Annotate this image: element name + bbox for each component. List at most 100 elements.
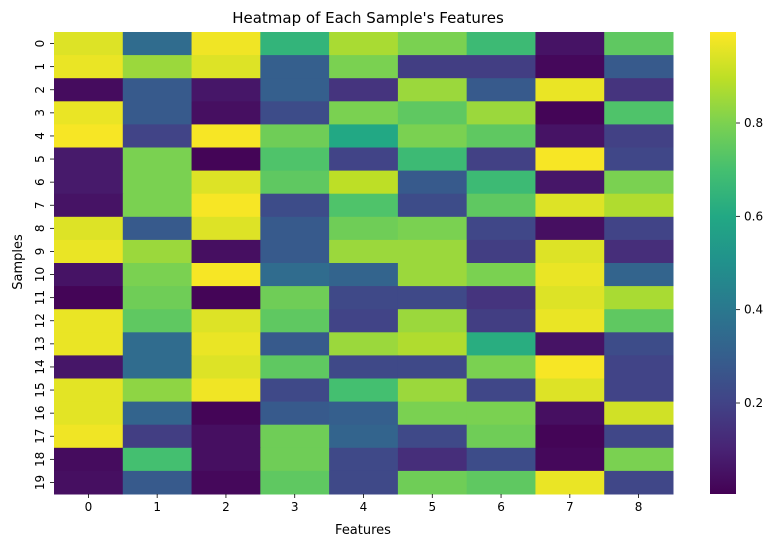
heatmap-cell — [122, 124, 193, 148]
heatmap-cell — [122, 286, 193, 310]
heatmap-cell — [604, 401, 674, 426]
heatmap-cell — [260, 55, 330, 79]
heatmap-cell — [260, 424, 330, 449]
heatmap-cell — [604, 355, 674, 379]
heatmap-cell — [260, 309, 330, 333]
heatmap-cell — [191, 239, 261, 264]
heatmap-cell — [535, 424, 605, 449]
heatmap-cell — [397, 101, 468, 125]
heatmap-cell — [191, 401, 261, 426]
heatmap-cell — [466, 147, 536, 172]
heatmap-cell — [122, 332, 193, 356]
heatmap-cell — [397, 470, 468, 495]
heatmap-cell — [329, 78, 399, 102]
heatmap-cell — [604, 424, 674, 449]
heatmap-cell — [329, 101, 399, 125]
heatmap-cell — [122, 263, 193, 287]
heatmap-cell — [397, 263, 468, 287]
heatmap-cell — [191, 263, 261, 287]
y-tick-label: 19 — [33, 475, 47, 490]
heatmap-cell — [122, 424, 193, 449]
heatmap-cell — [604, 32, 674, 56]
heatmap-cell — [466, 193, 536, 218]
heatmap-cell — [466, 124, 536, 148]
heatmap-cell — [329, 32, 399, 56]
heatmap-cell — [466, 216, 536, 241]
heatmap-cell — [54, 239, 124, 264]
heatmap-cell — [122, 378, 193, 403]
heatmap-cell — [397, 424, 468, 449]
heatmap-cell — [397, 32, 468, 56]
y-tick-label: 14 — [33, 359, 47, 374]
x-tick-label: 3 — [291, 500, 299, 514]
x-tick-label: 2 — [222, 500, 230, 514]
heatmap-cell — [466, 170, 536, 195]
heatmap-cell — [604, 147, 674, 172]
heatmap-cell — [122, 239, 193, 264]
heatmap-cell — [260, 447, 330, 472]
heatmap-cell — [535, 286, 605, 310]
heatmap-cell — [122, 216, 193, 241]
heatmap-cell — [54, 170, 124, 195]
heatmap-cell — [397, 332, 468, 356]
heatmap-cell — [329, 401, 399, 426]
heatmap-cell — [260, 332, 330, 356]
heatmap-cell — [604, 263, 674, 287]
x-tick-label: 5 — [428, 500, 436, 514]
heatmap-cell — [466, 355, 536, 379]
heatmap-cell — [191, 170, 261, 195]
heatmap-cell — [604, 286, 674, 310]
heatmap-cell — [604, 124, 674, 148]
heatmap-cell — [122, 32, 193, 56]
heatmap-cell — [122, 170, 193, 195]
heatmap-cell — [535, 193, 605, 218]
heatmap-cell — [122, 78, 193, 102]
heatmap-cell — [191, 309, 261, 333]
heatmap-cell — [535, 309, 605, 333]
heatmap-cell — [397, 193, 468, 218]
heatmap-cell — [397, 78, 468, 102]
heatmap-cell — [260, 78, 330, 102]
heatmap-cell — [466, 32, 536, 56]
heatmap-cell — [54, 216, 124, 241]
heatmap-cell — [329, 216, 399, 241]
heatmap-cell — [329, 55, 399, 79]
heatmap-cell — [260, 216, 330, 241]
x-tick-label: 0 — [85, 500, 93, 514]
y-axis-label: Samples — [11, 234, 26, 290]
heatmap-cell — [122, 55, 193, 79]
heatmap-cell — [329, 424, 399, 449]
heatmap-cell — [260, 286, 330, 310]
heatmap-cell — [260, 470, 330, 495]
heatmap-cell — [260, 124, 330, 148]
heatmap-cell — [397, 170, 468, 195]
heatmap-cell — [604, 309, 674, 333]
heatmap-cell — [122, 193, 193, 218]
heatmap-cell — [191, 193, 261, 218]
x-tick-label: 6 — [497, 500, 505, 514]
heatmap-cell — [535, 263, 605, 287]
heatmap-cell — [604, 193, 674, 218]
colorbar-tick-label: 0.2 — [744, 396, 763, 410]
heatmap-cell — [466, 378, 536, 403]
heatmap-cell — [191, 55, 261, 79]
heatmap-cell — [191, 147, 261, 172]
heatmap-cell — [54, 124, 124, 148]
heatmap-cell — [260, 193, 330, 218]
chart-title: Heatmap of Each Sample's Features — [232, 9, 504, 27]
heatmap-cell — [329, 309, 399, 333]
heatmap-cell — [535, 55, 605, 79]
heatmap-cell — [397, 401, 468, 426]
heatmap-cell — [191, 355, 261, 379]
heatmap-cell — [191, 447, 261, 472]
heatmap-cell — [535, 401, 605, 426]
heatmap-cell — [466, 424, 536, 449]
heatmap-cell — [191, 424, 261, 449]
heatmap-cell — [260, 401, 330, 426]
heatmap-cell — [604, 170, 674, 195]
y-tick-label: 13 — [33, 336, 47, 351]
y-tick-label: 6 — [33, 178, 47, 186]
heatmap-cell — [54, 355, 124, 379]
